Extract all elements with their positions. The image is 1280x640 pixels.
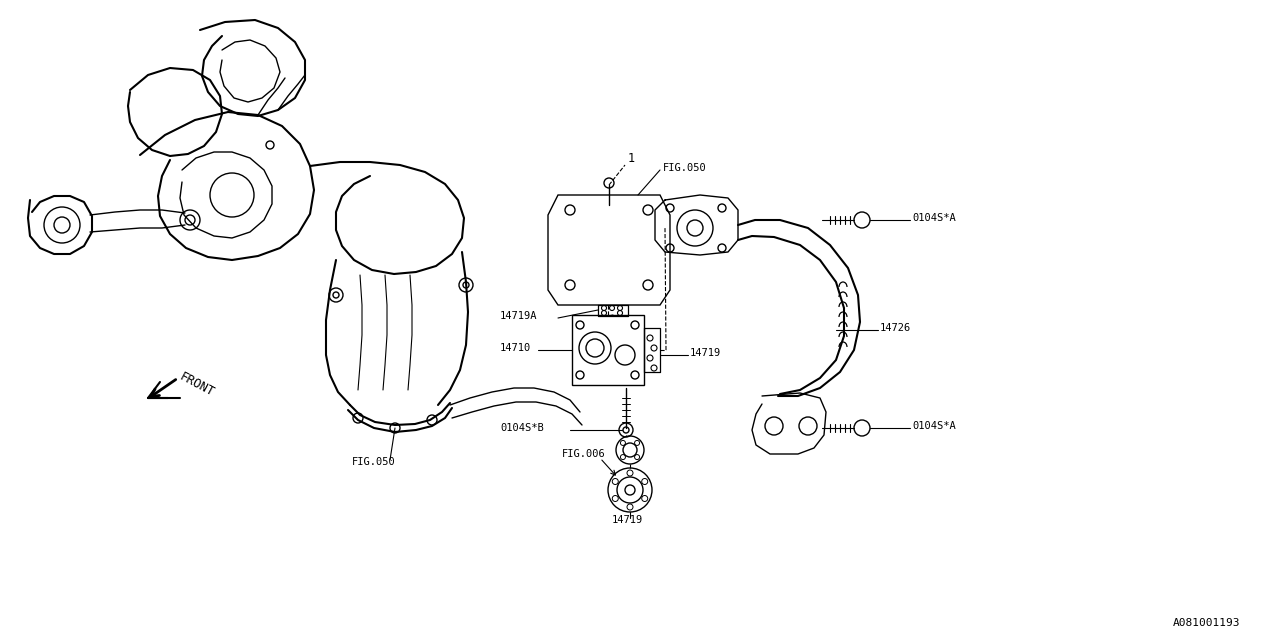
- Text: 1: 1: [628, 152, 635, 164]
- Text: 14719: 14719: [612, 515, 644, 525]
- Text: A081001193: A081001193: [1172, 618, 1240, 628]
- Text: FIG.050: FIG.050: [663, 163, 707, 173]
- Text: 0104S*A: 0104S*A: [911, 213, 956, 223]
- Text: 14710: 14710: [500, 343, 531, 353]
- Text: FIG.050: FIG.050: [352, 457, 396, 467]
- Text: 0104S*B: 0104S*B: [500, 423, 544, 433]
- Text: 14719A: 14719A: [500, 311, 538, 321]
- Bar: [572, 315, 644, 385]
- Text: FRONT: FRONT: [177, 371, 216, 399]
- Text: 0104S*A: 0104S*A: [911, 421, 956, 431]
- Text: 14719: 14719: [690, 348, 721, 358]
- Text: 14726: 14726: [881, 323, 911, 333]
- Text: FIG.006: FIG.006: [562, 449, 605, 459]
